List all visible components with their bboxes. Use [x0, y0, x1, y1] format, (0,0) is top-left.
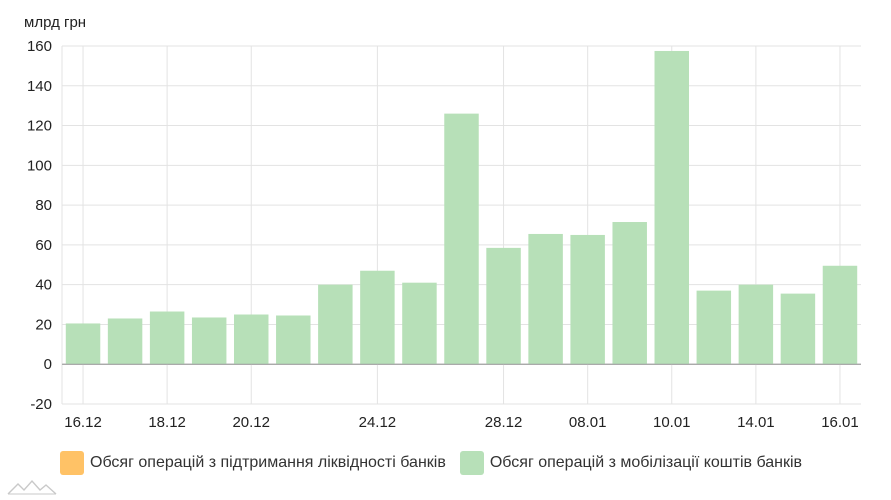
bar-mobilization[interactable]: [65, 323, 101, 365]
bar-mobilization[interactable]: [276, 315, 311, 365]
legend-swatch-liquidity: [60, 451, 84, 475]
y-tick-label: 120: [27, 118, 52, 135]
x-tick-label: 16.12: [64, 414, 102, 431]
bar-mobilization[interactable]: [444, 113, 479, 365]
bar-mobilization[interactable]: [528, 233, 563, 365]
legend-label-liquidity: Обсяг операцій з підтримання ліквідності…: [90, 454, 446, 471]
x-tick-labels: 16.12 18.12 20.12 24.12 28.12 08.01 10.01 14.01…: [64, 414, 858, 431]
bar-mobilization[interactable]: [696, 290, 732, 365]
x-tick-label: 28.12: [485, 414, 523, 431]
x-tick-label: 16.01: [821, 414, 859, 431]
y-tick-label: 100: [27, 157, 52, 174]
bar-mobilization[interactable]: [654, 50, 690, 365]
y-tick-labels: -20 0 20 40 60 80 100 120 140 160: [27, 38, 52, 413]
bar-mobilization[interactable]: [486, 247, 521, 365]
y-tick-label: -20: [30, 396, 52, 413]
bar-mobilization[interactable]: [360, 270, 395, 365]
y-tick-label: 20: [35, 316, 52, 333]
bar-mobilization[interactable]: [780, 293, 816, 365]
y-tick-label: 60: [35, 237, 52, 254]
bar-mobilization[interactable]: [570, 234, 605, 365]
legend-label-mobilization: Обсяг операцій з мобілізації коштів банк…: [489, 454, 803, 471]
y-tick-label: 40: [35, 277, 52, 294]
bar-mobilization[interactable]: [738, 284, 774, 365]
bar-mobilization[interactable]: [191, 317, 227, 365]
y-tick-label: 80: [35, 197, 52, 214]
y-tick-label: 0: [44, 356, 52, 373]
bar-mobilization[interactable]: [107, 318, 143, 365]
logo-mark-icon: [7, 479, 57, 495]
y-tick-label: 140: [27, 78, 52, 95]
y-axis-label: млрд грн: [24, 14, 86, 31]
y-tick-label: 160: [27, 38, 52, 55]
bar-mobilization[interactable]: [822, 265, 858, 365]
legend-item-mobilization[interactable]: Обсяг операцій з мобілізації коштів банк…: [459, 451, 803, 475]
bar-mobilization[interactable]: [612, 222, 647, 365]
x-tick-label: 24.12: [359, 414, 397, 431]
bar-mobilization[interactable]: [233, 314, 269, 365]
bar-mobilization[interactable]: [149, 311, 185, 365]
bar-mobilization[interactable]: [402, 282, 437, 365]
bar-mobilization[interactable]: [318, 284, 353, 365]
legend: Обсяг операцій з підтримання ліквідності…: [60, 451, 802, 475]
legend-swatch-mobilization: [459, 451, 484, 475]
x-tick-label: 20.12: [232, 414, 270, 431]
x-tick-label: 18.12: [148, 414, 186, 431]
x-tick-label: 10.01: [653, 414, 691, 431]
bars: [62, 50, 861, 365]
x-tick-label: 08.01: [569, 414, 607, 431]
x-tick-label: 14.01: [737, 414, 775, 431]
legend-item-liquidity[interactable]: Обсяг операцій з підтримання ліквідності…: [60, 451, 446, 475]
